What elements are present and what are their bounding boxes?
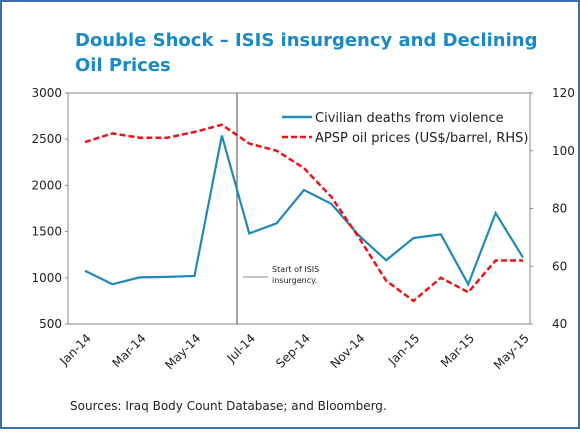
annotation: Start of ISIS <box>272 265 319 274</box>
legend-label: Civilian deaths from violence <box>315 111 504 126</box>
y-tick-label: 2500 <box>31 132 62 146</box>
y2-tick-label: 100 <box>552 144 575 158</box>
y-tick-label: 500 <box>39 317 62 331</box>
series-line <box>84 135 524 287</box>
y-tick-label: 1500 <box>31 225 62 239</box>
y-tick-label: 1000 <box>31 271 62 285</box>
source: Sources: Iraq Body Count Database; and B… <box>70 399 387 413</box>
series-line <box>84 123 523 303</box>
annotation: insurgency. <box>272 276 317 285</box>
chart-title: Oil Prices <box>75 55 171 76</box>
y-tick-label: 3000 <box>31 86 62 100</box>
chart-title: Double Shock – ISIS insurgency and Decli… <box>75 30 537 51</box>
y-tick-label: 2000 <box>31 178 62 192</box>
legend-label: APSP oil prices (US$/barrel, RHS) <box>315 131 528 146</box>
y2-tick-label: 80 <box>552 202 567 216</box>
y2-tick-label: 60 <box>552 259 567 273</box>
y2-tick-label: 40 <box>552 317 567 331</box>
y2-tick-label: 120 <box>552 86 575 100</box>
